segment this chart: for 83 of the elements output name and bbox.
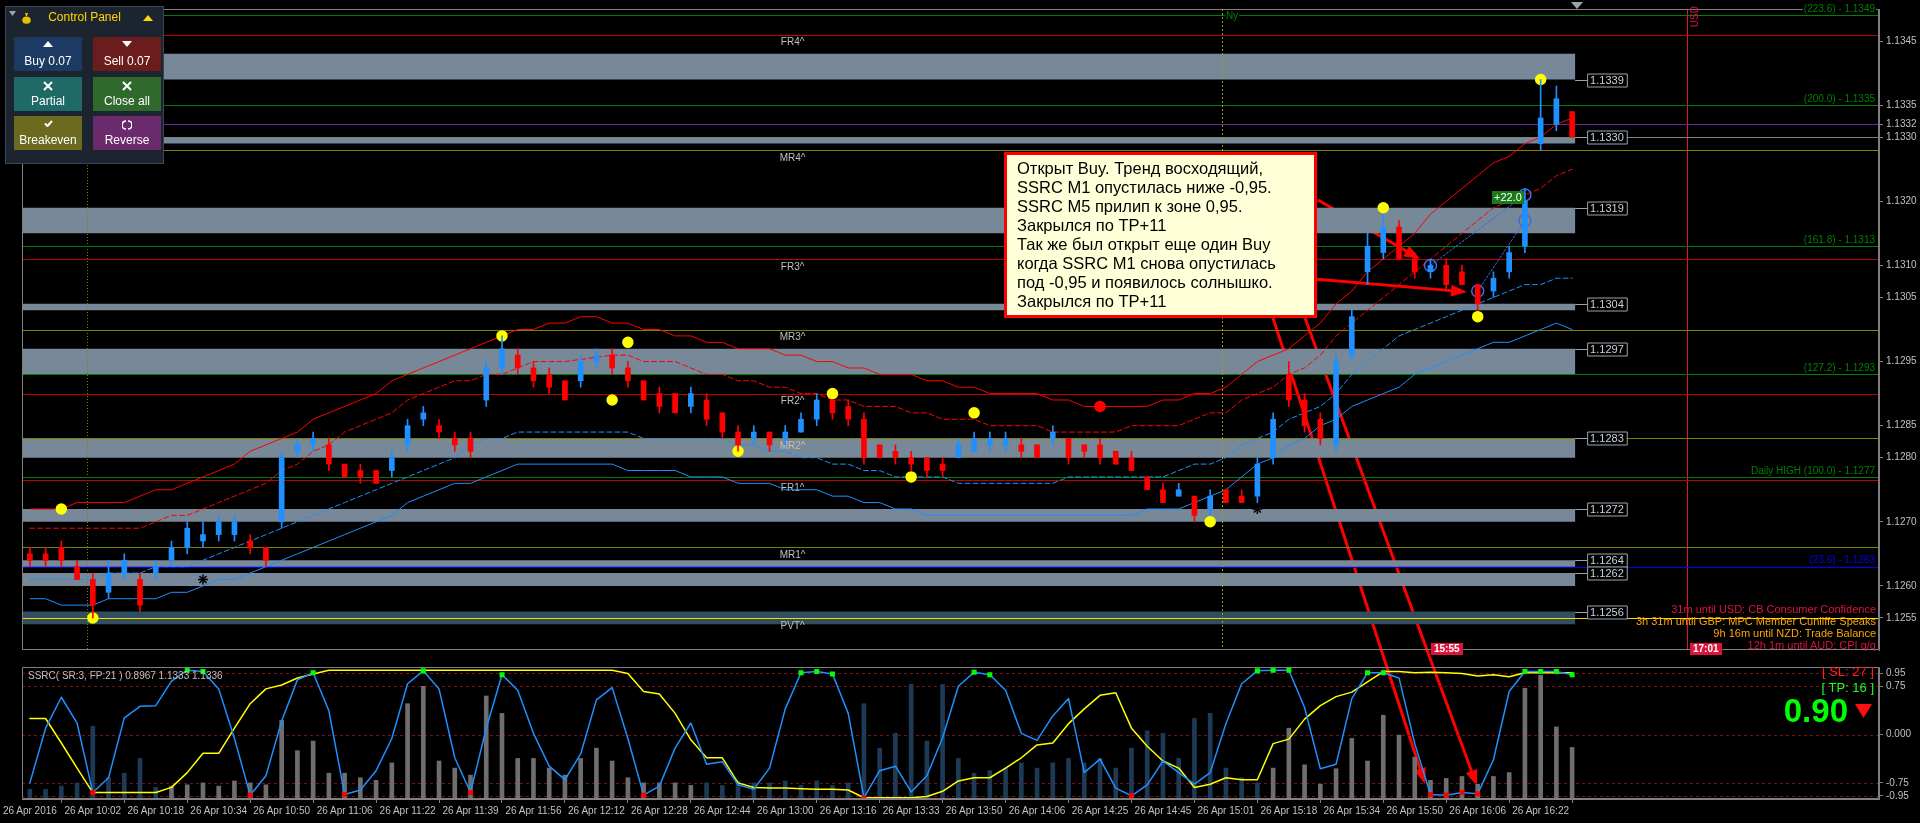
x-tick-label: 26 Apr 10:02 (64, 804, 122, 816)
y-tick-label: 1.1270 (1886, 515, 1918, 527)
annotation: 9h 16m until NZD: Trade Balance (1713, 627, 1876, 639)
x-tick-label: 26 Apr 11:22 (379, 804, 436, 816)
x-tick-label: 26 Apr 14:06 (1008, 804, 1066, 816)
x-tick-label: 26 Apr 12:12 (568, 804, 626, 816)
annotation: Ny (1225, 10, 1239, 22)
annotation: Sell 0.07 (102, 54, 152, 68)
x-tick-label: 26 Apr 14:25 (1071, 804, 1129, 816)
band-label: 1.1304 (1590, 298, 1624, 311)
band-label: 1.1330 (1590, 131, 1624, 144)
band-label: 1.1339 (1590, 74, 1624, 87)
annotation: (127.2) - 1.1293 (1803, 362, 1876, 374)
band-label: 1.1256 (1590, 606, 1624, 619)
annotation: Close all (103, 93, 151, 108)
x-tick-label: 26 Apr 13:16 (819, 804, 877, 816)
x-tick-label: 26 Apr 16:22 (1512, 804, 1570, 816)
x-tick-label: 26 Apr 13:50 (945, 804, 1003, 816)
y-tick-label: 1.1320 (1886, 195, 1918, 207)
x-tick-label: 26 Apr 16:06 (1449, 804, 1507, 816)
annotation: (161.8) - 1.1313 (1803, 233, 1876, 245)
x-tick-label: 26 Apr 11:06 (316, 804, 374, 816)
y-tick-label: 1.1330 (1886, 130, 1918, 142)
y-tick-label: 1.1310 (1886, 259, 1918, 271)
annotation: [ SL: 27 ] (1821, 664, 1874, 679)
ref-line-label: PVT^ (780, 619, 806, 631)
ref-line-label: FR2^ (780, 395, 805, 407)
x-tick-label: 26 Apr 13:00 (756, 804, 815, 816)
y-tick-label: 0.000 (1886, 728, 1912, 740)
y-tick-label: 1.1345 (1886, 34, 1918, 46)
band-label: 1.1297 (1590, 343, 1624, 356)
band-label: 1.1264 (1590, 554, 1624, 567)
x-tick-label: 26 Apr 13:33 (882, 804, 940, 816)
annotation: 12h 1m until AUD: CPI q/q (1747, 639, 1876, 651)
annotation: Daily HIGH (100.0) - 1.1277 (1751, 464, 1876, 476)
annotation: Partial (30, 93, 66, 108)
x-tick-label: 26 Apr 11:39 (442, 804, 499, 816)
y-tick-label: 1.1255 (1886, 611, 1918, 623)
ref-line-label: FR4^ (780, 36, 805, 48)
y-tick-label: 0.95 (1886, 667, 1906, 679)
x-tick-label: 26 Apr 14:45 (1134, 804, 1192, 816)
x-tick-label: 26 Apr 15:18 (1260, 804, 1318, 816)
y-tick-label: 1.1295 (1886, 355, 1918, 367)
band-label: 1.1272 (1590, 503, 1624, 516)
band-label: 1.1319 (1590, 202, 1624, 215)
y-tick-label: 1.1305 (1886, 291, 1918, 303)
x-tick-label: 26 Apr 12:44 (693, 804, 752, 816)
y-tick-label: 1.1285 (1886, 419, 1918, 431)
annotation: +22.0 (1492, 191, 1524, 204)
annotation: 15:55 (1431, 643, 1463, 655)
y-tick-label: -0.75 (1886, 776, 1910, 788)
annotation: [ TP: 16 ] (1821, 680, 1874, 695)
band-label: 1.1283 (1590, 432, 1624, 445)
band-label: 1.1262 (1590, 567, 1624, 580)
x-tick-label: 26 Apr 10:50 (253, 804, 311, 816)
ref-line-label: MR1^ (779, 549, 806, 561)
annotation: (23.6) - 1.1263 (1809, 554, 1876, 566)
annotation: Breakeven (18, 133, 78, 147)
x-tick-label: 26 Apr 2016 (2, 804, 58, 816)
y-tick-label: 1.1260 (1886, 579, 1918, 591)
x-tick-label: 26 Apr 15:50 (1386, 804, 1444, 816)
x-tick-label: 26 Apr 11:56 (505, 804, 562, 816)
x-tick-label: 26 Apr 15:01 (1197, 804, 1255, 816)
ref-line-label: MR2^ (779, 440, 806, 452)
x-tick-label: 26 Apr 12:28 (631, 804, 689, 816)
y-tick-label: 1.1280 (1886, 451, 1918, 463)
y-tick-label: -0.95 (1886, 789, 1910, 801)
ref-line-label: FR3^ (780, 260, 805, 272)
ref-line-label: MR4^ (779, 151, 806, 163)
x-tick-label: 26 Apr 10:18 (127, 804, 185, 816)
annotation: (223.6) - 1.1349 (1803, 3, 1876, 15)
x-tick-label: 26 Apr 15:34 (1323, 804, 1381, 816)
annotation: Buy 0.07 (23, 54, 73, 68)
annotation: Reverse (103, 133, 151, 147)
y-tick-label: 1.1332 (1886, 118, 1918, 130)
text: Control Panel (47, 10, 122, 24)
y-tick-label: 1.1335 (1886, 98, 1918, 110)
annotation: 17:01 (1690, 643, 1722, 655)
ref-line-label: MR3^ (779, 331, 806, 343)
x-tick-label: 26 Apr 10:34 (190, 804, 248, 816)
annotation: USD (1689, 6, 1700, 28)
y-tick-label: 0.75 (1886, 680, 1906, 692)
annotation: (200.0) - 1.1335 (1803, 92, 1876, 104)
